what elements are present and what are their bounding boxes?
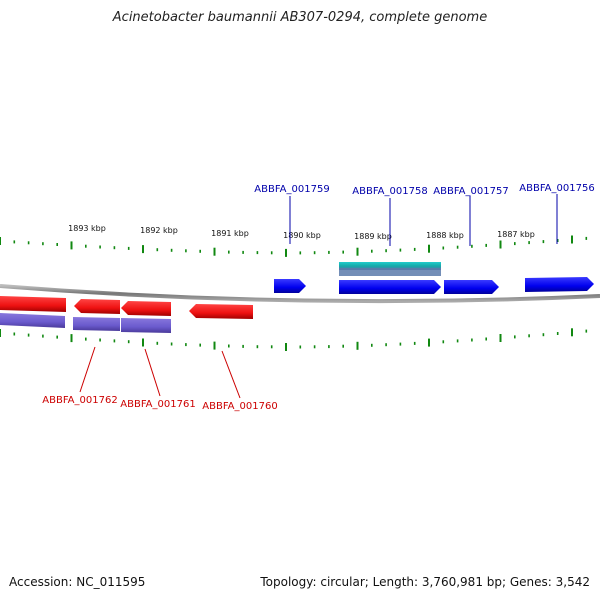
gene-arrow-abbfa-001758[interactable] bbox=[339, 280, 441, 294]
ruler-label: 1889 kbp bbox=[354, 232, 392, 241]
gene-label-abbfa-001759[interactable]: ABBFA_001759 bbox=[254, 184, 329, 195]
inner-tick-track bbox=[0, 328, 588, 351]
gene-arrow-abbfa-001760[interactable] bbox=[189, 304, 253, 319]
cds-feature[interactable] bbox=[339, 262, 441, 276]
ruler-label: 1893 kbp bbox=[68, 224, 106, 233]
ruler-label: 1888 kbp bbox=[426, 231, 464, 240]
cds-feature[interactable] bbox=[121, 318, 171, 333]
gene-arrow-abbfa-001756[interactable] bbox=[525, 277, 594, 292]
gene-arrow-abbfa-001762[interactable] bbox=[74, 299, 120, 314]
cds-feature[interactable] bbox=[0, 313, 65, 328]
gene-arrow-minus-partial[interactable] bbox=[0, 296, 66, 312]
gene-label-abbfa-001761[interactable]: ABBFA_001761 bbox=[120, 399, 195, 410]
gene-arrow-abbfa-001757[interactable] bbox=[444, 280, 499, 294]
ruler-label: 1890 kbp bbox=[283, 231, 321, 240]
ruler-label: 1891 kbp bbox=[211, 229, 249, 238]
genome-backbone bbox=[0, 284, 600, 304]
genome-summary-text: Topology: circular; Length: 3,760,981 bp… bbox=[260, 575, 590, 589]
gene-arrow-abbfa-001761[interactable] bbox=[121, 301, 171, 316]
label-leader-line bbox=[79, 346, 96, 393]
gene-label-abbfa-001757[interactable]: ABBFA_001757 bbox=[433, 186, 508, 197]
gene-label-abbfa-001758[interactable]: ABBFA_001758 bbox=[352, 186, 427, 197]
label-leader-line bbox=[144, 348, 161, 397]
gene-arrow-abbfa-001759[interactable] bbox=[274, 279, 306, 293]
cds-feature[interactable] bbox=[73, 317, 120, 331]
gene-label-abbfa-001762[interactable]: ABBFA_001762 bbox=[42, 395, 117, 406]
ruler-label: 1887 kbp bbox=[497, 230, 535, 239]
genome-title: Acinetobacter baumannii AB307-0294, comp… bbox=[112, 10, 488, 25]
ruler-label: 1892 kbp bbox=[140, 226, 178, 235]
gene-label-abbfa-001760[interactable]: ABBFA_001760 bbox=[202, 401, 277, 412]
label-leader-line bbox=[221, 350, 241, 399]
accession-text: Accession: NC_011595 bbox=[9, 575, 146, 589]
gene-label-abbfa-001756[interactable]: ABBFA_001756 bbox=[519, 183, 594, 194]
outer-tick-track bbox=[0, 235, 588, 257]
